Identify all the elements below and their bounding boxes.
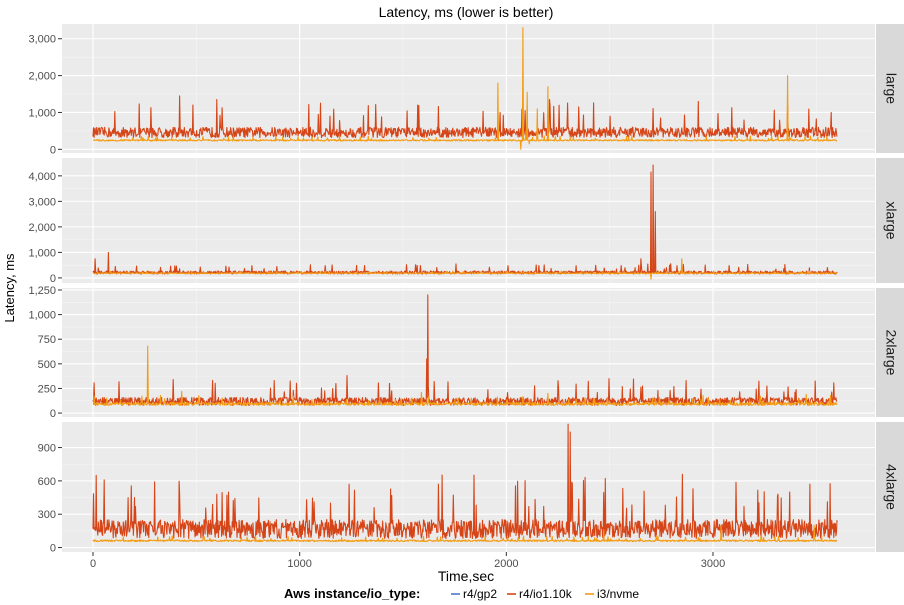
series-line-i3-nvme xyxy=(92,27,838,150)
y-tick-label: 750 xyxy=(38,334,56,346)
y-tick-label: 2,000 xyxy=(28,222,56,234)
x-axis-label: Time,sec xyxy=(438,568,494,584)
facet-strip-label: xlarge xyxy=(883,201,899,239)
y-tick-label: 0 xyxy=(50,408,56,420)
facet-strip-label: 2xlarge xyxy=(883,330,899,376)
x-tick-label: 0 xyxy=(90,558,96,570)
legend-label: i3/nvme xyxy=(597,587,639,601)
y-tick-label: 900 xyxy=(38,443,56,455)
series-line-r4-io1-10k xyxy=(92,423,838,539)
facet-strip-label: 4xlarge xyxy=(883,464,899,510)
facet-panel-2xlarge: 0 250 500 750 1,000 1,250 2xlarge xyxy=(28,285,904,420)
y-tick-label: 3,000 xyxy=(28,34,56,46)
legend-label: r4/io1.10k xyxy=(519,587,573,601)
y-tick-label: 1,250 xyxy=(28,285,56,297)
y-tick-label: 0 xyxy=(50,144,56,156)
x-tick-label: 2000 xyxy=(494,558,518,570)
panel-background xyxy=(62,158,875,283)
legend: Aws instance/io_type: r4/gp2 r4/io1.10k i3/… xyxy=(284,586,639,601)
facet-panels: 0 1,000 2,000 3,000 large 0 1,000 2,000 3,000 4,0… xyxy=(28,24,904,555)
series-line-i3-nvme xyxy=(92,524,838,543)
y-tick-label: 1,000 xyxy=(28,107,56,119)
facet-strip xyxy=(876,288,904,417)
series-line-i3-nvme xyxy=(92,258,838,280)
y-tick-label: 300 xyxy=(38,509,56,521)
y-tick-label: 4,000 xyxy=(28,171,56,183)
y-tick-label: 0 xyxy=(50,543,56,555)
y-tick-label: 1,000 xyxy=(28,310,56,322)
y-tick-label: 0 xyxy=(50,273,56,285)
y-tick-label: 1,000 xyxy=(28,247,56,259)
x-axis: 0 1000 2000 3000 xyxy=(90,552,725,570)
y-tick-label: 500 xyxy=(38,359,56,371)
y-tick-label: 3,000 xyxy=(28,196,56,208)
facet-panel-large: 0 1,000 2,000 3,000 large xyxy=(28,24,904,156)
facet-panel-4xlarge: 0 300 600 900 4xlarge xyxy=(38,422,904,555)
x-tick-label: 3000 xyxy=(701,558,725,570)
series-line-i3-nvme xyxy=(92,345,838,406)
y-tick-label: 2,000 xyxy=(28,71,56,83)
series-line-r4-io1-10k xyxy=(92,95,838,139)
legend-label: r4/gp2 xyxy=(463,587,497,601)
y-tick-label: 250 xyxy=(38,383,56,395)
facet-strip xyxy=(876,24,904,153)
facet-strip xyxy=(876,158,904,283)
x-tick-label: 1000 xyxy=(287,558,311,570)
y-tick-label: 600 xyxy=(38,476,56,488)
chart-title: Latency, ms (lower is better) xyxy=(379,4,554,20)
series-line-r4-io1-10k xyxy=(92,294,838,406)
facet-strip xyxy=(876,422,904,552)
y-axis-label: Latency, ms xyxy=(2,253,17,323)
legend-title: Aws instance/io_type: xyxy=(284,586,420,601)
facet-strip-label: large xyxy=(883,73,899,104)
facet-panel-xlarge: 0 1,000 2,000 3,000 4,000 xlarge xyxy=(28,158,904,285)
